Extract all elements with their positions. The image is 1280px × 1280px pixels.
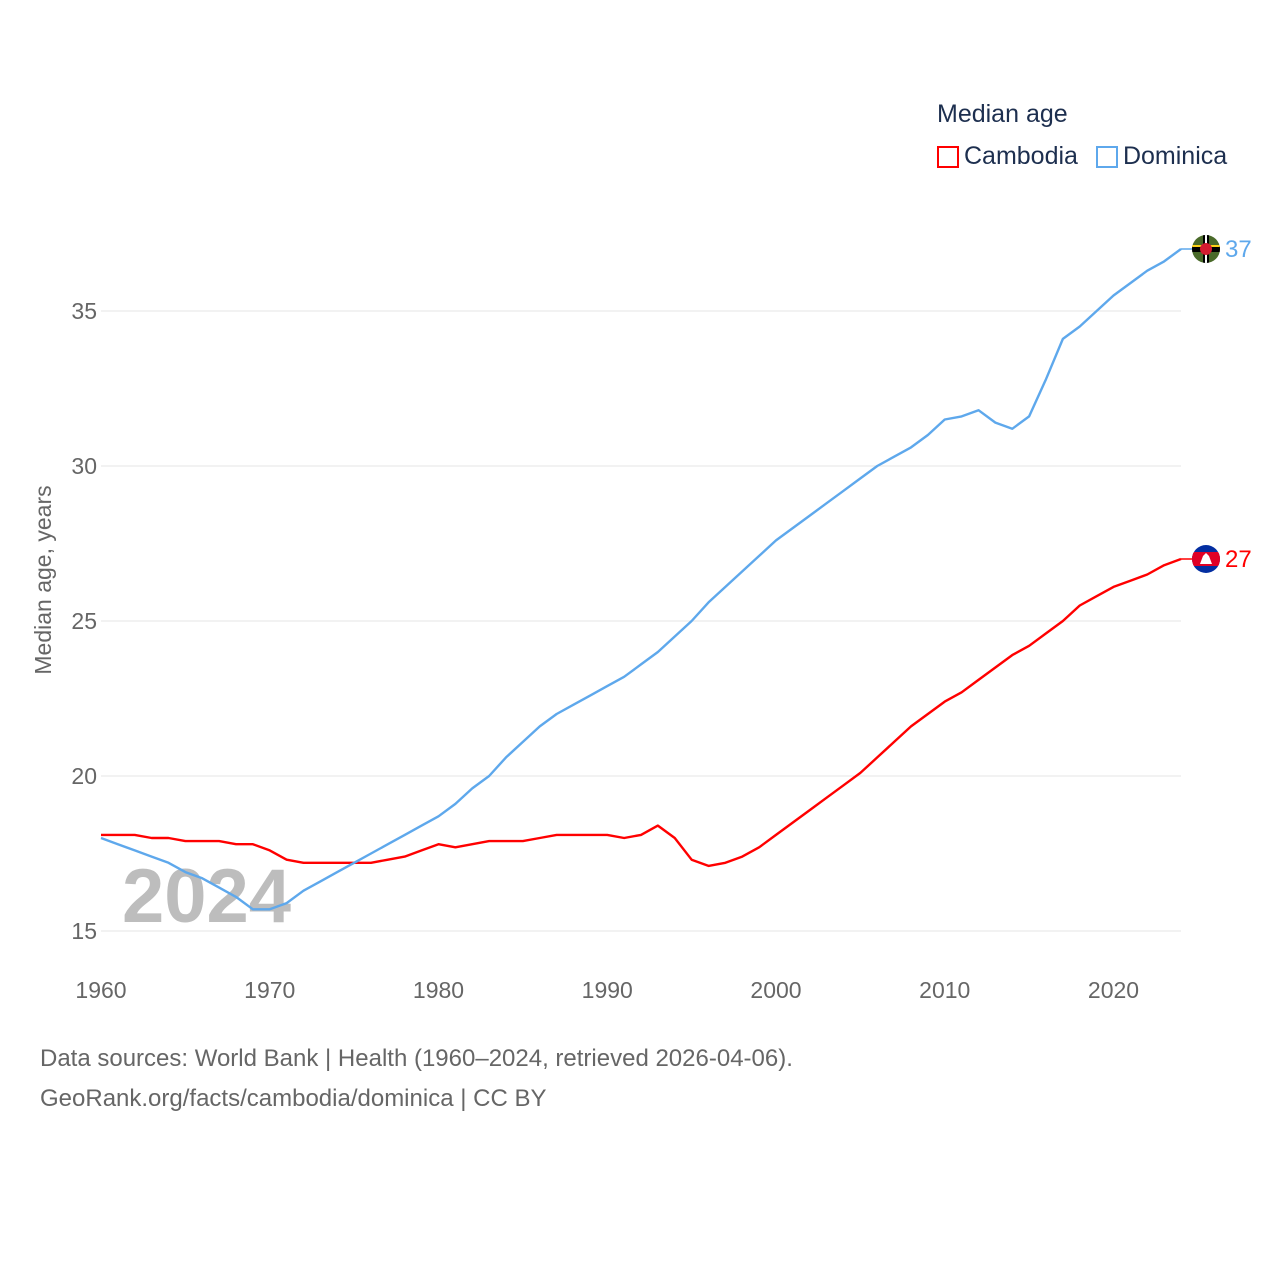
x-tick-label: 1990 <box>582 977 633 1003</box>
year-watermark: 2024 <box>122 854 291 939</box>
y-tick-label: 15 <box>71 918 97 944</box>
legend-label-cambodia: Cambodia <box>964 142 1078 170</box>
y-axis-label: Median age, years <box>30 485 56 674</box>
end-value-label-dominica: 37 <box>1225 236 1252 263</box>
footer-sources: Data sources: World Bank | Health (1960–… <box>40 1045 793 1072</box>
legend-swatch-dominica <box>1095 145 1118 168</box>
y-tick-label: 20 <box>71 763 97 789</box>
flag-icon-dominica <box>1192 235 1220 263</box>
series-line-dominica <box>100 248 1182 911</box>
legend-swatch-cambodia <box>937 145 959 168</box>
x-tick-label: 1980 <box>413 977 464 1003</box>
x-tick-label: 2010 <box>919 977 970 1003</box>
legend-item-cambodia[interactable]: Cambodia <box>937 142 1078 171</box>
y-tick-label: 25 <box>71 608 97 634</box>
y-tick-label: 30 <box>71 453 97 479</box>
series-line-cambodia <box>101 557 1182 868</box>
footer-link[interactable]: GeoRank.org/facts/cambodia/dominica | CC… <box>40 1085 547 1112</box>
x-tick-label: 2000 <box>750 977 801 1003</box>
y-tick-label: 35 <box>71 298 97 324</box>
legend-title: Median age <box>937 100 1068 128</box>
end-value-label-cambodia: 27 <box>1225 546 1252 573</box>
flag-icon-cambodia <box>1192 545 1220 573</box>
x-tick-label: 1960 <box>75 977 126 1003</box>
x-tick-label: 2020 <box>1088 977 1139 1003</box>
x-tick-label: 1970 <box>244 977 295 1003</box>
legend: Cambodia Dominica <box>937 142 1227 171</box>
legend-label-dominica: Dominica <box>1122 142 1228 170</box>
legend-item-dominica[interactable]: Dominica <box>1095 142 1228 171</box>
